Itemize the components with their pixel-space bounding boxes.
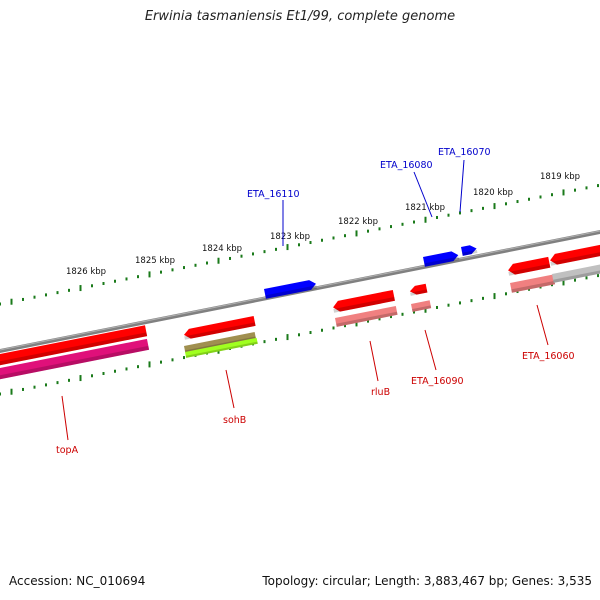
scale-labels: 1826 kbp 1825 kbp 1824 kbp 1823 kbp 1822 kbp… [66, 172, 580, 277]
gene-next-red [550, 243, 600, 266]
gene-next-grey-shade [553, 268, 600, 283]
scale-label: 1823 kbp [270, 232, 310, 242]
gene-topa-bottom-shade [0, 345, 150, 381]
gene-eta16090-pink-shade [412, 305, 432, 312]
accession-text: Accession: NC_010694 [9, 574, 146, 588]
scale-label: 1819 kbp [540, 172, 580, 182]
scale-label: 1826 kbp [66, 267, 106, 277]
scale-ticks [0, 184, 599, 396]
gene-label-line [61, 395, 69, 441]
scale-label: 1822 kbp [338, 217, 378, 227]
gene-label-line [459, 159, 465, 213]
gene-topa-top-shade [0, 332, 148, 367]
gene-label: sohB [223, 415, 246, 426]
gene-label-text: topA sohB rluB ETA_16090 ETA_16060 ETA_16110 E… [56, 147, 575, 456]
gene-eta16110-shade [265, 285, 317, 299]
gene-topa-bottom [0, 338, 150, 381]
gene-next-red-shade [550, 250, 600, 266]
gene-eta16060-pink-shade [511, 280, 556, 293]
gene-features [0, 243, 600, 381]
gene-label-line [413, 171, 433, 218]
gene-eta16060-red-body [508, 256, 551, 275]
gene-eta16090-red-body [409, 283, 428, 295]
gene-eta16070-body [461, 245, 477, 256]
gene-rlub-red [333, 289, 395, 313]
topology-text: Topology: circular; Length: 3,883,467 bp… [262, 574, 592, 588]
gene-eta16080-body [423, 251, 459, 267]
gene-next-grey [552, 262, 600, 283]
gene-label: rluB [371, 387, 390, 398]
gene-label: ETA_16060 [522, 351, 575, 362]
gene-eta16080-shade [424, 256, 460, 267]
gene-eta16060-pink [510, 274, 556, 293]
gene-label: ETA_16090 [411, 376, 464, 387]
gene-rlub-red-shade [333, 296, 395, 313]
gene-eta16090-red-shade [410, 289, 428, 296]
gene-rlub-red-body [333, 289, 395, 312]
gene-label: ETA_16080 [380, 160, 433, 171]
gene-sohb-lime-shade [185, 341, 258, 358]
gene-topa-top-body [0, 325, 148, 367]
gene-rlub-pink-body [335, 305, 398, 327]
gene-eta16080 [423, 251, 460, 267]
gene-sohb-lime-body [185, 337, 258, 358]
scale-label: 1824 kbp [202, 244, 242, 254]
gene-eta16110 [264, 280, 317, 299]
scale-label: 1825 kbp [135, 256, 175, 266]
map-title: Erwinia tasmaniensis Et1/99, complete ge… [144, 9, 456, 24]
gene-eta16090-pink-body [411, 300, 432, 312]
gene-eta16110-body [264, 280, 316, 299]
gene-label-line [225, 369, 235, 409]
gene-sohb-red-shade [184, 322, 256, 340]
gene-label: ETA_16110 [247, 189, 300, 200]
gene-rlub-pink-shade [336, 311, 398, 327]
gene-label-line [424, 329, 437, 371]
gene-eta16060-pink-body [510, 274, 556, 293]
gene-eta16090-pink [411, 300, 432, 312]
gene-eta16090-red [409, 283, 428, 296]
gene-topa-top [0, 325, 148, 367]
scale-label: 1821 kbp [405, 203, 445, 213]
gene-sohb-red-body [183, 316, 256, 339]
gene-sohb-lime [185, 337, 258, 358]
gene-eta16060-red [508, 256, 551, 276]
gene-label: topA [56, 445, 79, 456]
gene-label-lines [61, 159, 549, 441]
scale-label: 1820 kbp [473, 188, 513, 198]
gene-rlub-pink [335, 305, 398, 327]
gene-next-red-body [550, 243, 600, 265]
gene-label: ETA_16070 [438, 147, 491, 158]
gene-topa-bottom-body [0, 338, 150, 381]
gene-label-line [536, 304, 549, 346]
gene-eta16070-shade [462, 249, 478, 256]
gene-sohb-olive-body [184, 332, 256, 353]
gene-eta16060-red-shade [508, 263, 551, 276]
gene-next-grey-body [552, 262, 600, 283]
gene-label-line [369, 340, 379, 382]
gene-sohb-red [183, 316, 256, 340]
gene-eta16070 [461, 245, 478, 256]
